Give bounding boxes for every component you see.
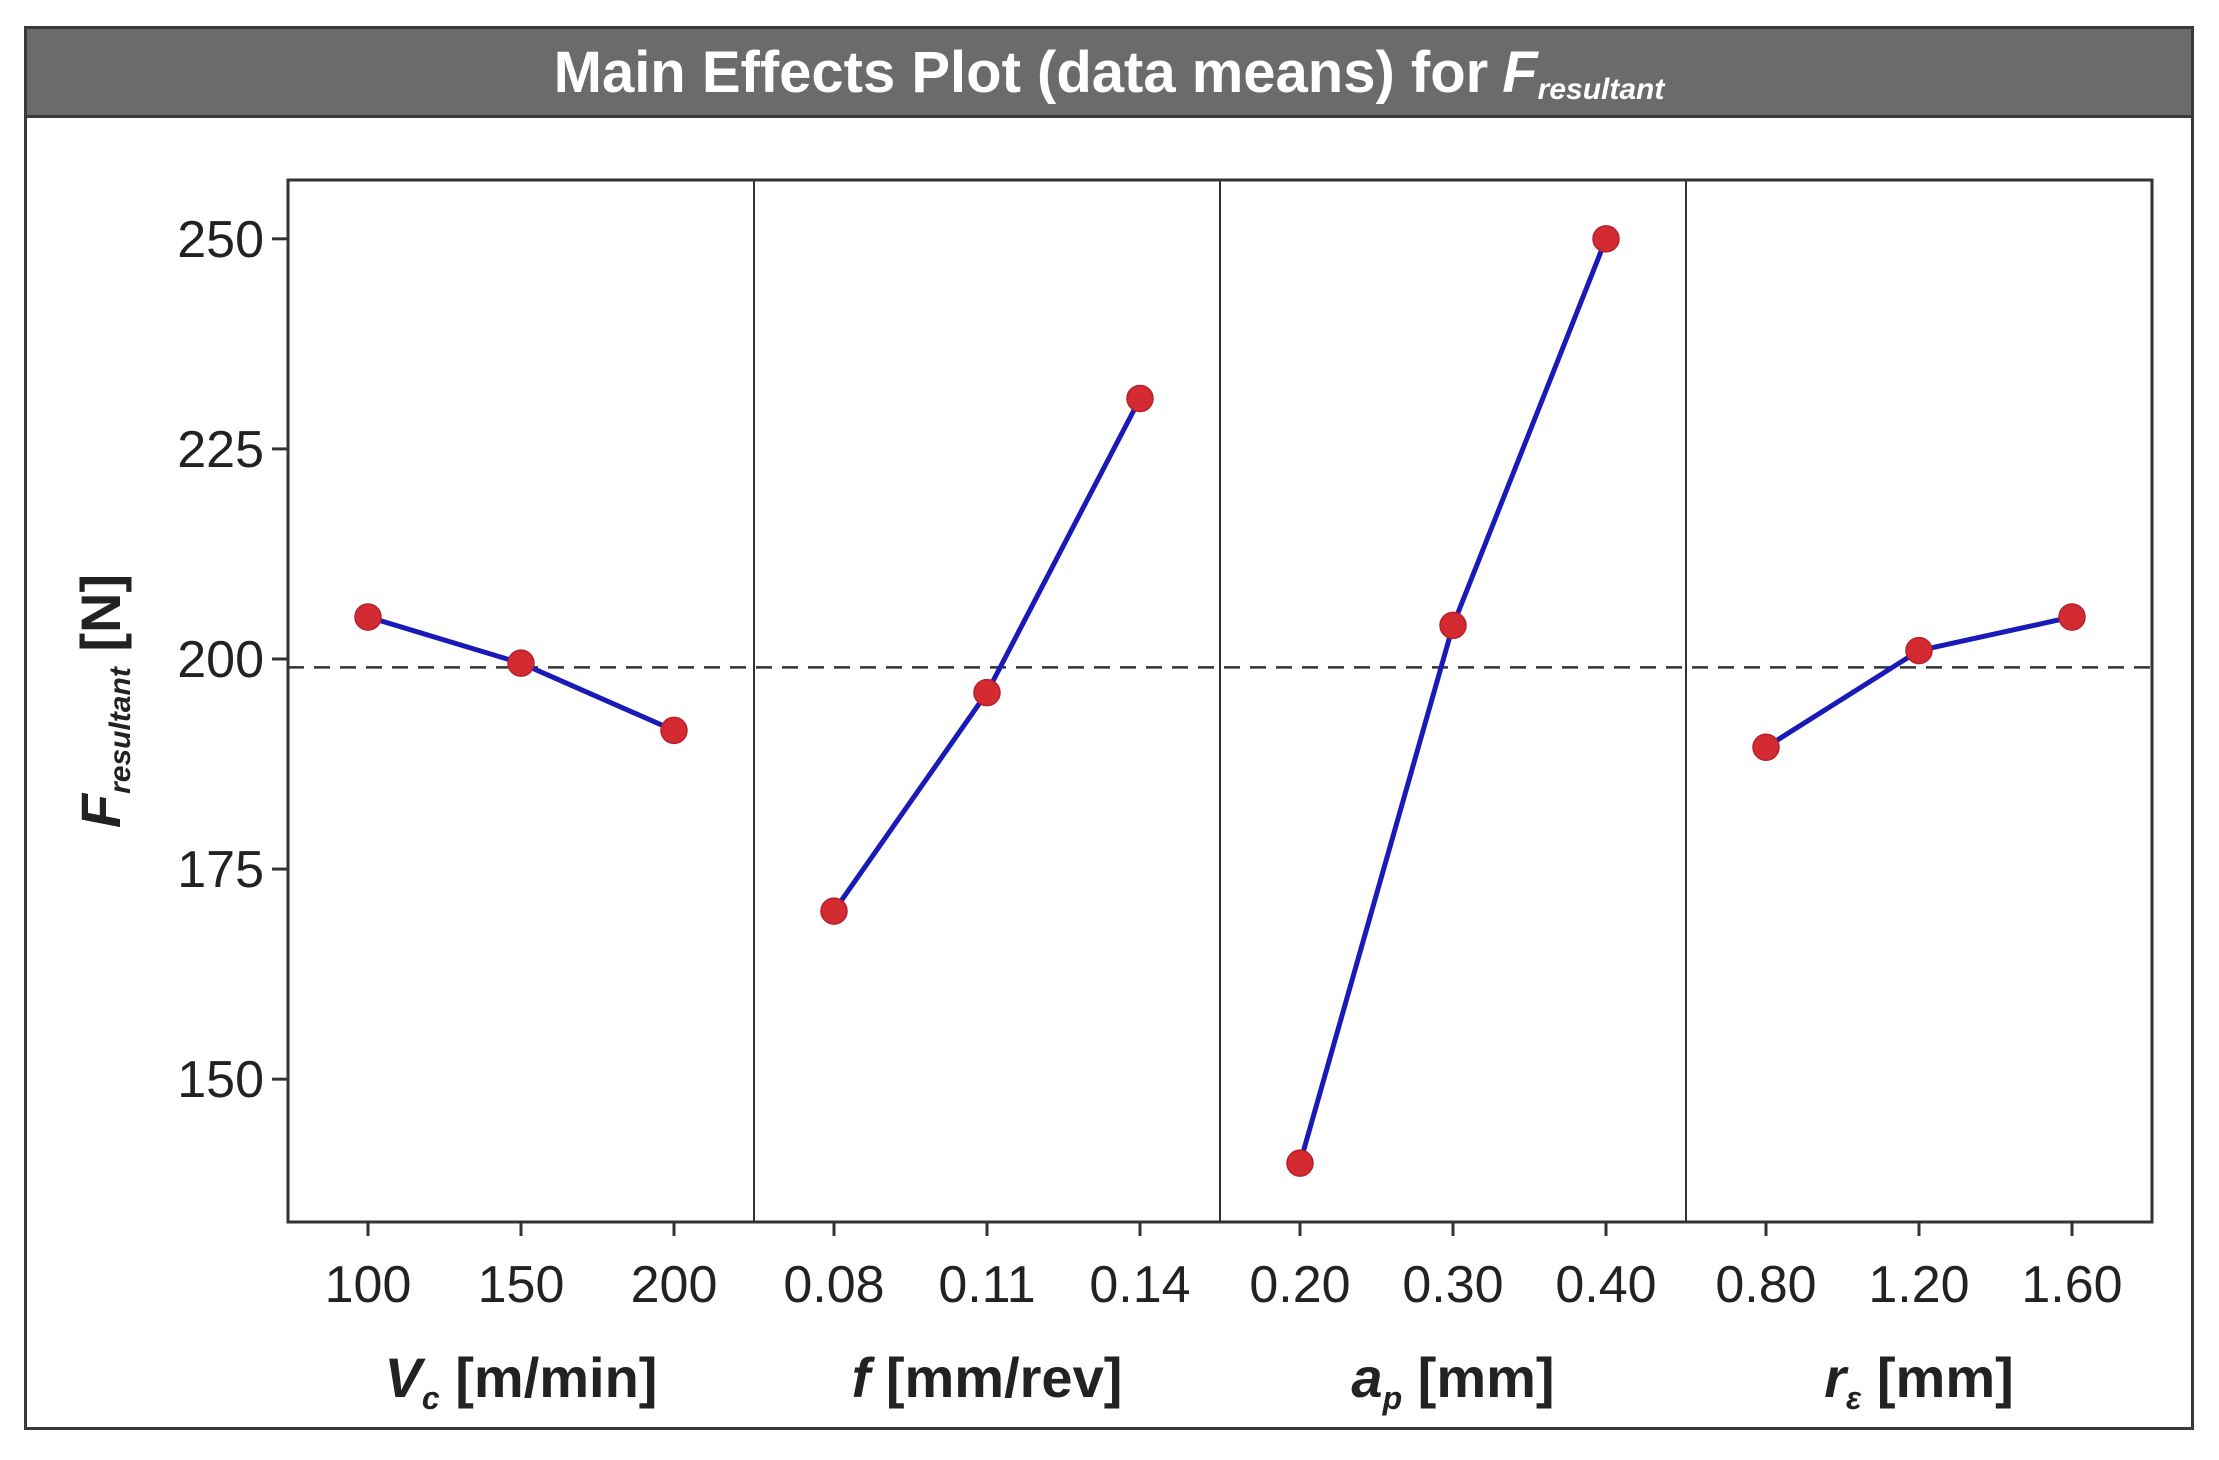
- x-axis-title-panel-2: f [mm/rev]: [852, 1346, 1123, 1409]
- data-point: [1905, 636, 1933, 665]
- y-tick-label: 200: [177, 631, 264, 689]
- x-tick-label: 0.40: [1555, 1256, 1656, 1314]
- series-line-panel-4: [1764, 614, 2073, 750]
- series-line-panel-2: [831, 397, 1143, 913]
- x-tick-label: 1.60: [2021, 1256, 2122, 1314]
- chart-title: Main Effects Plot (data means) for: [553, 39, 1489, 105]
- y-tick-label: 175: [177, 841, 264, 899]
- x-axis-title-unit: [m/min]: [440, 1346, 658, 1409]
- y-axis-title-subscript: resultant: [104, 665, 137, 794]
- x-axis: 100 150 200 Vc [m/min] 0.08 0.11 0.14 f [mm/rev…: [325, 1222, 2123, 1416]
- data-point: [1126, 384, 1154, 413]
- data-point: [507, 649, 535, 677]
- x-axis-title-subscript: c: [422, 1380, 440, 1416]
- x-tick-label: 0.14: [1089, 1256, 1190, 1314]
- x-axis-title-unit: [mm]: [1861, 1346, 2013, 1409]
- x-axis-title-panel-1: Vc [m/min]: [385, 1346, 658, 1416]
- x-axis-title-symbol: r: [1824, 1346, 1849, 1409]
- series-line-panel-3: [1297, 237, 1609, 1164]
- x-axis-title-unit: [mm]: [1402, 1346, 1554, 1409]
- x-tick-label: 100: [325, 1256, 412, 1314]
- x-tick-label: 200: [631, 1256, 718, 1314]
- x-tick-label: 0.80: [1715, 1256, 1816, 1314]
- data-point: [1752, 733, 1780, 761]
- data-point: [354, 603, 382, 631]
- x-tick-label: 150: [478, 1256, 565, 1314]
- x-axis-title-panel-3: ap [mm]: [1351, 1346, 1554, 1416]
- chart-title-subscript: resultant: [1537, 73, 1665, 106]
- data-point: [1439, 611, 1467, 640]
- y-axis-title: Fresultant [N]: [69, 574, 137, 828]
- x-axis-title-subscript: p: [1382, 1380, 1403, 1416]
- y-axis-title-symbol: F: [69, 792, 132, 828]
- x-axis-title-panel-4: rε [mm]: [1824, 1346, 2014, 1416]
- data-point: [2058, 603, 2086, 631]
- data-point: [1286, 1149, 1314, 1177]
- x-tick-label: 0.20: [1249, 1256, 1350, 1314]
- y-axis-title-unit: [N]: [69, 574, 132, 667]
- y-tick-label: 150: [177, 1051, 264, 1109]
- panel-dividers: [753, 180, 1687, 1222]
- x-axis-title-symbol: V: [385, 1346, 427, 1409]
- x-tick-label: 0.30: [1402, 1256, 1503, 1314]
- x-tick-label: 0.11: [938, 1256, 1035, 1314]
- x-axis-title-symbol: a: [1351, 1346, 1382, 1409]
- series-group: [354, 225, 2086, 1177]
- data-point: [1592, 225, 1620, 253]
- data-point: [973, 678, 1001, 707]
- y-axis: 150 175 200 225 250: [177, 211, 288, 1109]
- data-point: [820, 897, 848, 925]
- plot-border: [286, 178, 2154, 1224]
- x-tick-label: 1.20: [1868, 1256, 1969, 1314]
- figure-frame: [24, 26, 2194, 1430]
- x-tick-label: 0.08: [783, 1256, 884, 1314]
- data-point: [660, 716, 688, 745]
- x-axis-title-unit: [mm/rev]: [870, 1346, 1122, 1409]
- y-tick-label: 225: [177, 421, 264, 479]
- chart-title-symbol: F: [1502, 39, 1538, 105]
- x-axis-title-subscript: ε: [1846, 1380, 1862, 1416]
- y-tick-label: 250: [177, 211, 264, 269]
